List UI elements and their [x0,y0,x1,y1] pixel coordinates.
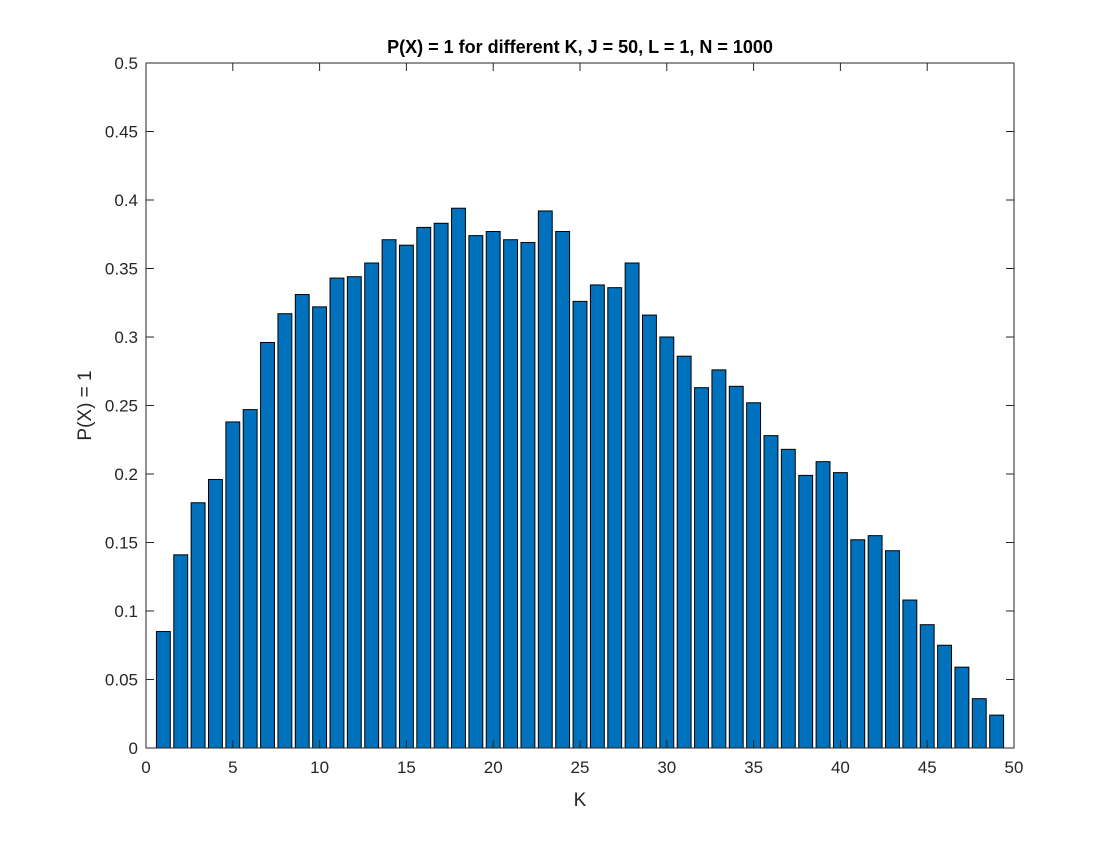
x-tick-label: 40 [831,758,850,777]
bar-k-16 [416,226,432,749]
bar-k-18 [451,207,466,749]
bar-k-17 [433,222,449,749]
bar-k-49 [989,714,1005,749]
bar-k-14 [381,239,397,749]
bar-k-45 [919,624,935,749]
bar-k-21 [503,239,519,749]
bar-k-46 [937,644,953,749]
x-tick-labels: 0 5 10 15 20 25 30 35 40 45 50 [141,758,1023,777]
bar-k-48 [971,698,987,749]
bar-k-12 [346,276,362,749]
y-tick-label: 0.35 [105,260,138,279]
bar-k-25 [572,300,588,749]
x-tick-label: 45 [918,758,937,777]
y-tick-label: 0.1 [114,602,138,621]
x-tick-label: 20 [484,758,503,777]
bar-k-33 [711,369,727,749]
y-tick-label: 0.5 [114,54,138,73]
chart-title: P(X) = 1 for different K, J = 50, L = 1,… [387,37,773,57]
y-tick-label: 0.2 [114,465,138,484]
bar-k-11 [329,277,345,749]
tick-marks [145,62,1015,749]
bar-k-6 [242,409,258,749]
y-tick-label: 0.45 [105,123,138,142]
bar-k-7 [260,341,275,749]
x-tick-label: 5 [228,758,237,777]
bar-k-40 [832,472,848,749]
bar-k-23 [537,210,553,749]
bar-k-34 [728,385,744,749]
bar-k-9 [294,294,310,749]
x-tick-label: 0 [141,758,150,777]
bar-k-28 [624,262,640,749]
y-tick-label: 0.25 [105,397,138,416]
y-tick-label: 0.3 [114,328,138,347]
bar-k-38 [798,474,814,749]
bar-k-2 [173,554,189,749]
bar-k-10 [312,306,328,749]
bar-k-13 [364,262,380,749]
x-tick-label: 50 [1005,758,1024,777]
y-axis-label: P(X) = 1 [75,370,96,440]
bar-k-29 [642,314,657,749]
bar-k-30 [659,336,675,749]
bar-k-42 [867,535,883,749]
bar-k-39 [815,461,831,749]
y-tick-label: 0.4 [114,191,138,210]
x-axis-label: K [574,790,587,811]
bar-k-37 [780,448,796,749]
bar-k-47 [954,666,970,749]
bar-k-31 [676,355,692,749]
bar-k-27 [607,287,623,749]
x-tick-label: 25 [571,758,590,777]
y-tick-label: 0.05 [105,671,138,690]
bar-k-1 [155,631,171,749]
bar-k-32 [694,387,709,749]
bar-k-36 [763,435,779,749]
bar-k-26 [589,284,605,749]
y-tick-label: 0 [129,739,138,758]
y-tick-labels: 0 0.05 0.1 0.15 0.2 0.25 0.3 0.35 0.4 0.45 0.5 [105,54,138,758]
bar-k-15 [398,244,414,749]
bar-series [155,207,1005,749]
bar-k-43 [885,550,900,749]
bar-k-19 [468,235,484,749]
x-tick-label: 15 [397,758,416,777]
bar-k-20 [485,231,501,749]
y-tick-label: 0.15 [105,534,138,553]
bar-k-4 [208,478,223,749]
bar-k-22 [520,241,536,749]
bar-k-35 [746,402,762,749]
bar-k-8 [277,313,293,749]
x-tick-label: 30 [657,758,676,777]
bar-k-41 [850,539,866,749]
bar-k-44 [902,599,918,749]
bar-k-24 [555,231,571,749]
bar-k-3 [190,502,206,749]
bar-k-5 [225,421,241,749]
x-tick-label: 10 [310,758,329,777]
x-tick-label: 35 [744,758,763,777]
